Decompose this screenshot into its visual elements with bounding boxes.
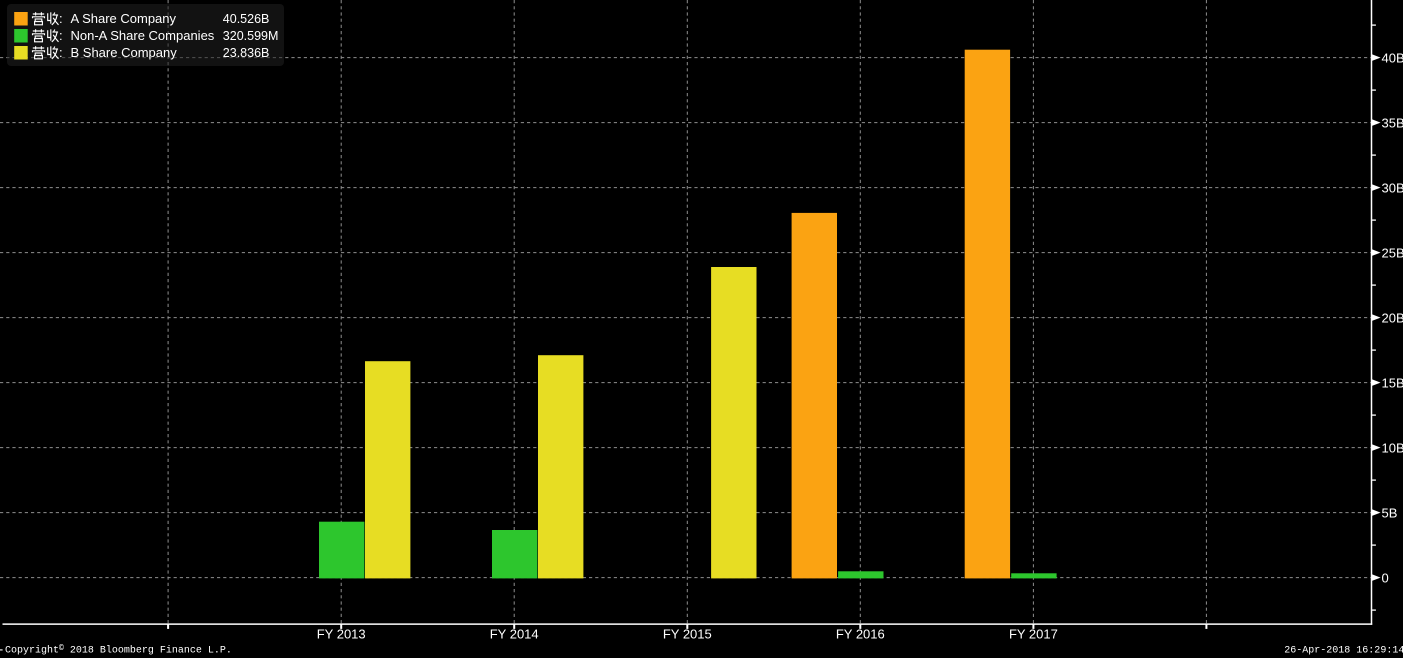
- svg-text:35B: 35B: [1382, 115, 1403, 130]
- svg-text:30B: 30B: [1382, 180, 1403, 195]
- svg-text:FY 2013: FY 2013: [317, 627, 366, 642]
- svg-text:15B: 15B: [1382, 375, 1403, 390]
- svg-text:FY 2017: FY 2017: [1009, 627, 1058, 642]
- svg-text:FY 2014: FY 2014: [490, 627, 539, 642]
- svg-text:10B: 10B: [1382, 440, 1403, 455]
- svg-text:40B: 40B: [1382, 50, 1403, 65]
- svg-text::: :: [59, 45, 63, 60]
- svg-text:FY 2016: FY 2016: [836, 627, 885, 642]
- svg-text:0: 0: [1382, 570, 1389, 585]
- svg-text:23.836B: 23.836B: [223, 46, 270, 60]
- svg-text:FY 2015: FY 2015: [663, 627, 712, 642]
- svg-text:B Share Company: B Share Company: [71, 45, 178, 60]
- svg-text::: :: [59, 28, 63, 43]
- svg-text:A Share Company: A Share Company: [71, 11, 177, 26]
- svg-text:320.599M: 320.599M: [223, 29, 279, 43]
- svg-text:25B: 25B: [1382, 245, 1403, 260]
- svg-text:40.526B: 40.526B: [223, 12, 270, 26]
- svg-text:20B: 20B: [1382, 310, 1403, 325]
- svg-text:Non-A Share Companies: Non-A Share Companies: [71, 28, 215, 43]
- svg-text:5B: 5B: [1382, 505, 1398, 520]
- svg-text:26-Apr-2018 16:29:14: 26-Apr-2018 16:29:14: [1284, 646, 1403, 657]
- svg-text:Copyright© 2018 Bloomberg Fina: Copyright© 2018 Bloomberg Finance L.P.: [5, 644, 232, 657]
- svg-text::: :: [59, 11, 63, 26]
